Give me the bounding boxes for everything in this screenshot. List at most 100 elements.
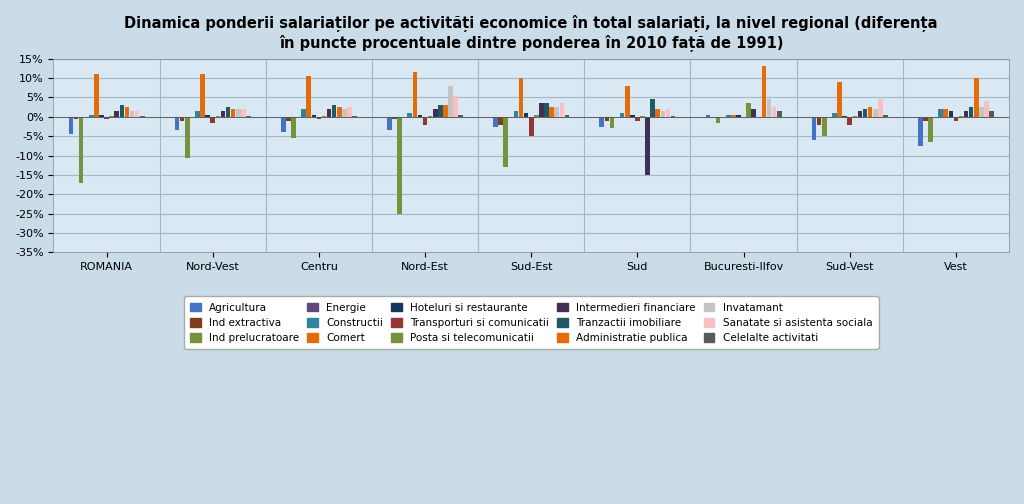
Bar (564, 115, 569, 117)
Bar (559, 103, 564, 117)
Bar (185, 117, 189, 158)
Bar (322, 116, 327, 117)
Bar (858, 111, 862, 117)
Bar (115, 111, 119, 117)
Bar (120, 105, 124, 117)
Bar (494, 117, 498, 127)
Bar (599, 117, 604, 127)
Bar (413, 72, 417, 117)
Bar (863, 109, 867, 117)
Bar (215, 116, 220, 117)
Bar (928, 117, 933, 142)
Bar (604, 117, 609, 121)
Bar (337, 107, 342, 117)
Bar (671, 116, 676, 117)
Bar (635, 117, 640, 121)
Bar (220, 111, 225, 117)
Bar (943, 109, 948, 117)
Bar (883, 115, 888, 117)
Bar (752, 109, 756, 117)
Bar (79, 117, 83, 183)
Bar (443, 105, 447, 117)
Bar (301, 109, 306, 117)
Bar (736, 115, 740, 117)
Bar (89, 115, 93, 117)
Bar (230, 109, 236, 117)
Bar (347, 107, 352, 117)
Bar (352, 116, 356, 117)
Bar (524, 113, 528, 117)
Bar (438, 105, 442, 117)
Bar (867, 107, 872, 117)
Bar (332, 105, 337, 117)
Bar (953, 117, 958, 121)
Bar (726, 115, 730, 117)
Bar (428, 116, 432, 117)
Bar (125, 107, 129, 117)
Bar (625, 86, 630, 117)
Bar (843, 116, 847, 117)
Bar (387, 117, 392, 131)
Bar (645, 117, 650, 175)
Bar (449, 86, 453, 117)
Bar (817, 117, 821, 124)
Bar (969, 107, 974, 117)
Bar (822, 117, 826, 136)
Bar (731, 115, 735, 117)
Bar (853, 116, 857, 117)
Bar (549, 107, 554, 117)
Bar (110, 116, 114, 117)
Bar (519, 78, 523, 117)
Bar (777, 111, 781, 117)
Bar (620, 113, 625, 117)
Bar (767, 99, 771, 117)
Bar (848, 117, 852, 124)
Bar (666, 109, 671, 117)
Bar (201, 74, 205, 117)
Bar (812, 117, 816, 140)
Bar (241, 109, 246, 117)
Bar (140, 116, 144, 117)
Bar (211, 117, 215, 122)
Bar (716, 117, 721, 122)
Bar (655, 109, 660, 117)
Bar (938, 109, 943, 117)
Bar (459, 115, 463, 117)
Bar (948, 111, 953, 117)
Bar (74, 117, 78, 119)
Legend: Agricultura, Ind extractiva, Ind prelucratoare, Energie, Constructii, Comert, Ho: Agricultura, Ind extractiva, Ind prelucr… (184, 296, 879, 349)
Bar (609, 117, 614, 129)
Bar (958, 116, 964, 117)
Bar (236, 109, 241, 117)
Bar (327, 109, 332, 117)
Bar (99, 115, 103, 117)
Bar (554, 107, 559, 117)
Bar (423, 117, 427, 124)
Bar (392, 117, 396, 119)
Bar (989, 111, 994, 117)
Bar (660, 111, 666, 117)
Title: Dinamica ponderii salariaților pe activități economice în total salariați, la ni: Dinamica ponderii salariaților pe activi… (125, 15, 938, 51)
Bar (311, 115, 316, 117)
Bar (291, 117, 296, 138)
Bar (504, 117, 508, 167)
Bar (964, 111, 969, 117)
Bar (974, 78, 979, 117)
Bar (514, 111, 518, 117)
Bar (454, 96, 458, 117)
Bar (762, 67, 766, 117)
Bar (418, 115, 422, 117)
Bar (529, 117, 534, 136)
Bar (246, 116, 251, 117)
Bar (104, 117, 109, 119)
Bar (206, 115, 210, 117)
Bar (135, 111, 139, 117)
Bar (196, 111, 200, 117)
Bar (130, 111, 134, 117)
Bar (281, 117, 286, 133)
Bar (872, 109, 878, 117)
Bar (706, 115, 711, 117)
Bar (772, 107, 776, 117)
Bar (544, 103, 549, 117)
Bar (225, 107, 230, 117)
